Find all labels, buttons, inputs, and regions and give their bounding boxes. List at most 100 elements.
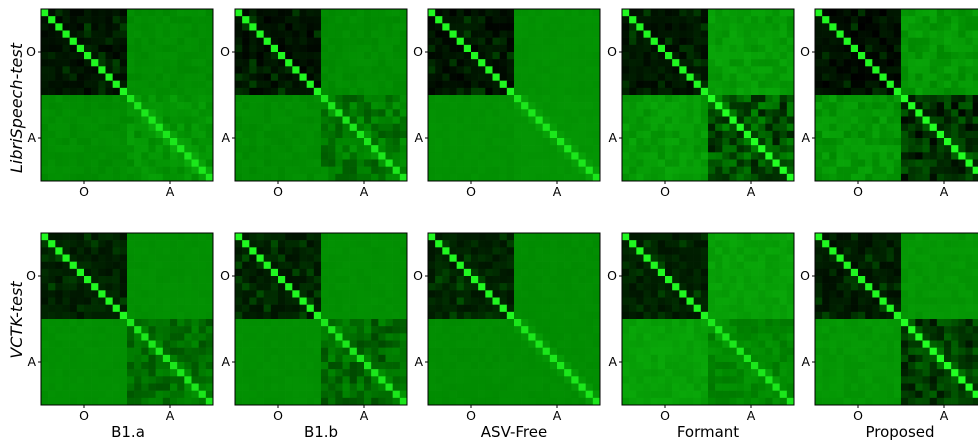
heatmap-cell	[177, 233, 185, 241]
heatmap-cell	[76, 166, 85, 175]
heatmap-cell	[48, 116, 56, 124]
heatmap-cell	[951, 102, 959, 110]
heatmap-cell	[729, 66, 737, 74]
heatmap-cell	[786, 9, 795, 17]
heatmap-cell	[62, 138, 70, 146]
heatmap-cell	[98, 347, 106, 356]
heatmap-cell	[69, 376, 78, 384]
heatmap-cell	[592, 173, 601, 182]
heatmap-cell	[471, 23, 479, 31]
heatmap-cell	[463, 390, 472, 399]
heatmap-cell	[951, 44, 959, 53]
heatmap-cell	[385, 80, 393, 89]
heatmap-cell	[722, 247, 730, 255]
heatmap-cell	[492, 95, 500, 103]
heatmap-cell	[958, 37, 966, 46]
heatmap-cell	[292, 347, 300, 356]
heatmap-cell	[48, 102, 56, 110]
heatmap-cell	[506, 37, 515, 46]
heatmap-cell	[958, 9, 966, 17]
heatmap-cell	[235, 340, 243, 348]
heatmap-cell	[184, 290, 192, 298]
heatmap-cell	[772, 240, 780, 248]
heatmap-cell	[471, 297, 479, 305]
heatmap-cell	[170, 233, 178, 241]
heatmap-cell	[815, 23, 823, 31]
heatmap-cell	[198, 283, 207, 291]
heatmap-cell	[428, 347, 436, 356]
heatmap-cell	[84, 333, 92, 341]
heatmap-cell	[299, 376, 307, 384]
heatmap-cell	[256, 109, 264, 117]
heatmap-cell	[184, 44, 192, 53]
heatmap-cell	[91, 44, 99, 53]
heatmap-cell	[191, 159, 199, 167]
heatmap-cell	[729, 80, 737, 89]
heatmap-cell	[557, 297, 565, 305]
heatmap-cell	[98, 9, 106, 17]
heatmap-cell	[69, 37, 78, 46]
heatmap-cell	[672, 130, 680, 139]
heatmap-cell	[922, 116, 930, 124]
heatmap-cell	[578, 311, 586, 320]
heatmap-cell	[385, 59, 393, 67]
heatmap-cell	[148, 152, 156, 160]
heatmap-cell	[463, 145, 472, 153]
heatmap-cell	[162, 73, 171, 81]
heatmap-cell	[521, 173, 529, 182]
heatmap-cell	[263, 59, 272, 67]
heatmap-cell	[148, 333, 156, 341]
heatmap-cell	[112, 397, 121, 406]
heatmap-cell	[155, 304, 164, 313]
heatmap-cell	[886, 80, 895, 89]
heatmap-cell	[184, 304, 192, 313]
heatmap-cell	[850, 52, 859, 60]
heatmap-cell	[205, 44, 214, 53]
heatmap-cell	[665, 16, 673, 24]
heatmap-cell	[499, 268, 508, 277]
heatmap-cell	[170, 333, 178, 341]
heatmap-cell	[328, 59, 336, 67]
heatmap-cell	[112, 261, 121, 270]
heatmap-cell	[815, 95, 823, 103]
heatmap-cell	[55, 52, 63, 60]
heatmap-cell	[91, 261, 99, 270]
heatmap-cell	[564, 87, 572, 96]
heatmap-cell	[463, 123, 472, 132]
heatmap-cell	[665, 240, 673, 248]
heatmap-cell	[48, 340, 56, 348]
heatmap-cell	[170, 59, 178, 67]
heatmap-cell	[306, 23, 315, 31]
heatmap-cell	[657, 37, 666, 46]
heatmap-cell	[564, 319, 572, 327]
heatmap-cell	[148, 9, 156, 17]
heatmap-cell	[69, 138, 78, 146]
heatmap-cell	[535, 173, 543, 182]
heatmap-cell	[299, 340, 307, 348]
heatmap-cell	[542, 383, 551, 391]
heatmap-cell	[62, 297, 70, 305]
heatmap-cell	[528, 152, 536, 160]
heatmap-cell	[693, 254, 702, 262]
heatmap-cell	[235, 397, 243, 406]
heatmap-cell	[184, 233, 192, 241]
heatmap-cell	[98, 397, 106, 406]
heatmap-cell	[585, 130, 594, 139]
heatmap-cell	[371, 276, 379, 284]
heatmap-cell	[622, 319, 630, 327]
heatmap-cell	[385, 87, 393, 96]
heatmap-cell	[198, 347, 207, 356]
heatmap-cell	[306, 52, 315, 60]
heatmap-cell	[872, 102, 880, 110]
heatmap-cell	[571, 109, 579, 117]
heatmap-cell	[148, 340, 156, 348]
heatmap-cell	[378, 30, 386, 38]
heatmap-cell	[929, 166, 938, 175]
heatmap-cell	[134, 44, 142, 53]
heatmap-cell	[292, 268, 300, 277]
heatmap-cell	[722, 240, 730, 248]
heatmap-cell	[41, 233, 49, 241]
heatmap-cell	[184, 152, 192, 160]
heatmap-cell	[378, 166, 386, 175]
heatmap-cell	[779, 87, 788, 96]
